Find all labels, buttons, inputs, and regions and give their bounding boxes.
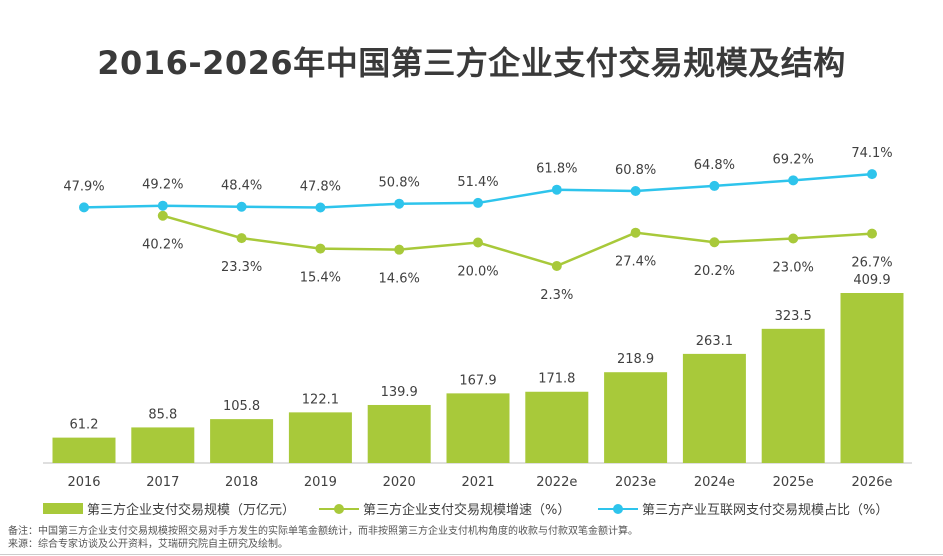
legend-item-bar: 第三方企业支付交易规模（万亿元） [43, 499, 295, 518]
share-label-2018: 48.4% [221, 179, 262, 194]
bar-label-2017: 85.8 [148, 407, 177, 422]
bar-label-2024e: 263.1 [696, 334, 733, 349]
share-point-2026e [867, 169, 877, 180]
bar-2020 [367, 404, 431, 463]
growth-label-2025e: 23.0% [773, 261, 814, 276]
share-label-2017: 49.2% [142, 178, 183, 193]
bar-label-2018: 105.8 [223, 399, 260, 414]
growth-label-2022e: 2.3% [540, 288, 573, 303]
share-point-2018 [236, 201, 247, 212]
bar-2018 [210, 419, 274, 463]
legend-swatch-growth [319, 503, 359, 515]
growth-label-2020: 14.6% [379, 272, 420, 287]
bar-label-2021: 167.9 [459, 373, 496, 388]
x-tick-2026e: 2026e [851, 475, 892, 490]
share-label-2022e: 61.8% [536, 162, 577, 177]
bar-label-2025e: 323.5 [775, 309, 812, 324]
share-label-2016: 47.9% [63, 179, 104, 194]
growth-point-2022e [551, 260, 562, 271]
share-point-2022e [551, 184, 562, 195]
growth-point-2021 [473, 237, 483, 248]
chart-title: 2016-2026年中国第三方企业支付交易规模及结构 [97, 44, 846, 82]
legend-label-bar: 第三方企业支付交易规模（万亿元） [87, 503, 296, 518]
legend-swatch-bar [43, 503, 83, 514]
growth-label-2017: 40.2% [142, 238, 183, 253]
footnote-source: 来源：综合专家访谈及公开资料，艾瑞研究院自主研究及绘制。 [8, 539, 288, 550]
footnotes: 备注：中国第三方企业支付交易规模按照交易对手方发生的实际单笔金额统计，而非按照第… [8, 525, 938, 551]
x-tick-2022e: 2022e [536, 475, 577, 490]
growth-label-2018: 23.3% [221, 260, 262, 275]
bottom-divider [0, 554, 943, 555]
bar-label-2026e: 409.9 [853, 273, 890, 288]
x-tick-2024e: 2024e [694, 475, 735, 490]
share-point-2019 [315, 202, 326, 213]
bar-2019 [288, 412, 352, 463]
growth-label-2024e: 20.2% [694, 264, 735, 279]
x-tick-2020: 2020 [383, 475, 416, 490]
bar-2016 [52, 437, 116, 463]
growth-label-2021: 20.0% [457, 265, 498, 280]
share-label-2021: 51.4% [457, 175, 498, 190]
legend-label-growth: 第三方企业支付交易规模增速（%） [363, 503, 571, 518]
footnote-remark: 备注：中国第三方企业支付交易规模按照交易对手方发生的实际单笔金额统计，而非按照第… [8, 526, 638, 537]
share-point-2021 [473, 197, 483, 208]
bar-2023e [604, 372, 668, 463]
share-label-2019: 47.8% [300, 180, 341, 195]
growth-point-2020 [394, 244, 405, 255]
share-label-2025e: 69.2% [773, 152, 814, 167]
growth-line [162, 214, 873, 268]
x-tick-2023e: 2023e [615, 475, 656, 490]
bar-label-2022e: 171.8 [538, 372, 575, 387]
legend: 第三方企业支付交易规模（万亿元） 第三方企业支付交易规模增速（%） 第三方产业互… [0, 499, 943, 519]
growth-point-2019 [315, 243, 326, 254]
growth-point-2017 [157, 210, 168, 221]
growth-point-2023e [630, 227, 641, 238]
bar-2022e [525, 391, 589, 463]
share-label-2023e: 60.8% [615, 163, 656, 178]
share-point-2023e [630, 185, 641, 196]
x-tick-2019: 2019 [304, 475, 337, 490]
bar-label-2019: 122.1 [302, 392, 339, 407]
x-tick-2021: 2021 [461, 475, 494, 490]
share-point-2016 [79, 202, 89, 213]
x-tick-2016: 2016 [67, 475, 100, 490]
share-label-2024e: 64.8% [694, 158, 735, 173]
bar-2026e [840, 293, 904, 463]
growth-label-2019: 15.4% [300, 271, 341, 286]
legend-item-growth: 第三方企业支付交易规模增速（%） [319, 499, 570, 518]
legend-swatch-share [598, 503, 638, 515]
legend-label-share: 第三方产业互联网支付交易规模占比（%） [642, 503, 889, 518]
share-label-2026e: 74.1% [851, 146, 892, 161]
growth-label-2023e: 27.4% [615, 255, 656, 270]
share-point-2017 [157, 200, 168, 211]
share-point-2025e [788, 175, 799, 186]
bar-2025e [761, 328, 825, 463]
x-tick-2017: 2017 [146, 475, 179, 490]
share-point-2024e [709, 180, 720, 191]
bar-label-2016: 61.2 [70, 418, 99, 433]
x-tick-2018: 2018 [225, 475, 258, 490]
share-point-2020 [394, 198, 405, 209]
bar-2017 [131, 427, 195, 463]
legend-item-share: 第三方产业互联网支付交易规模占比（%） [598, 499, 888, 518]
bar-2021 [446, 393, 510, 463]
bar-2024e [682, 353, 746, 463]
growth-point-2018 [236, 233, 247, 244]
bar-label-2020: 139.9 [381, 385, 418, 400]
chart-svg: 61.2 85.8 105.8 122.1 139.9 167.9 171.8 218.9 26… [43, 146, 912, 490]
x-tick-2025e: 2025e [773, 475, 814, 490]
growth-label-2026e: 26.7% [851, 256, 892, 271]
bar-label-2023e: 218.9 [617, 352, 654, 367]
growth-point-2026e [867, 228, 877, 239]
growth-point-2025e [788, 233, 799, 244]
growth-point-2024e [709, 237, 720, 248]
share-label-2020: 50.8% [379, 176, 420, 191]
